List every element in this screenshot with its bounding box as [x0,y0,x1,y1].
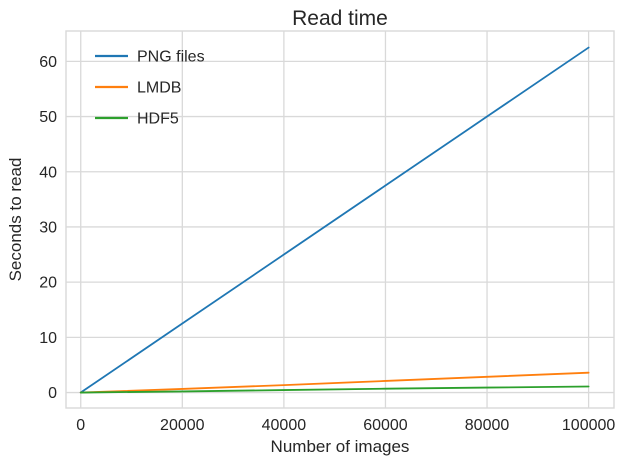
chart-title: Read time [292,7,388,30]
legend-label: PNG files [137,49,205,66]
series-line-hdf5 [79,385,590,394]
x-tick-label: 40000 [262,417,307,434]
y-tick-label: 60 [39,54,57,71]
y-tick-label: 20 [39,275,57,292]
y-tick-label: 0 [48,385,57,402]
series-line-lmdb [79,371,590,394]
x-axis-label: Number of images [271,437,410,456]
y-tick-label: 50 [39,109,57,126]
legend-entry: HDF5 [95,111,179,128]
plot-area [66,31,614,408]
x-tick-label: 80000 [465,417,510,434]
x-tick-label: 60000 [363,417,408,434]
legend-entry: LMDB [95,80,181,97]
y-tick-label: 10 [39,330,57,347]
legend: PNG files LMDB HDF5 [95,49,205,128]
series-line-png-files [79,46,590,394]
x-tick-label: 20000 [160,417,205,434]
y-axis-label: Seconds to read [6,158,25,282]
legend-label: HDF5 [137,111,179,128]
x-axis-tick-labels: 0 20000 40000 60000 80000 100000 [76,417,615,434]
series-lines [79,46,590,394]
x-tick-label: 0 [76,417,85,434]
plot-border [65,30,615,409]
x-tick-label: 100000 [562,417,615,434]
y-axis-tick-labels: 0 10 20 30 40 50 60 [39,54,57,402]
y-tick-label: 30 [39,219,57,236]
gridlines [66,31,614,408]
legend-entry: PNG files [95,49,205,66]
y-tick-label: 40 [39,164,57,181]
legend-label: LMDB [137,80,181,97]
